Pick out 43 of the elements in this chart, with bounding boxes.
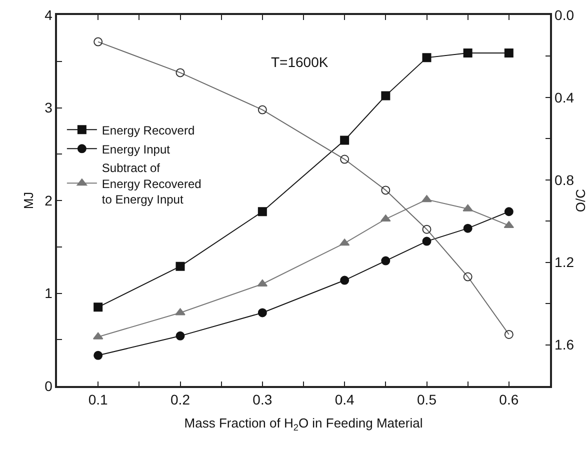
point <box>340 136 350 145</box>
point <box>258 207 267 216</box>
y-tick-label: 3 <box>44 100 53 116</box>
y2-tick-label: 1.2 <box>554 254 574 270</box>
point <box>94 350 103 360</box>
point <box>340 276 350 285</box>
point <box>381 91 390 100</box>
x-tick-label: 0.2 <box>170 392 190 408</box>
legend-label: Energy Input <box>102 142 171 156</box>
x-tick-label: 0.4 <box>334 392 355 408</box>
x-tick-label: 0.1 <box>88 392 108 408</box>
y-tick-label: 1 <box>44 285 53 302</box>
point <box>176 262 185 271</box>
point <box>422 195 432 202</box>
point <box>175 308 186 316</box>
point <box>463 48 472 58</box>
point <box>94 302 103 312</box>
y2-tick-label: 0.0 <box>554 6 574 23</box>
x-tick-label: 0.6 <box>499 392 519 408</box>
point <box>380 214 391 222</box>
point <box>504 207 514 216</box>
point <box>462 204 473 212</box>
y-axis-title: MJ <box>21 192 36 210</box>
point <box>463 224 472 233</box>
point <box>422 236 432 246</box>
point <box>176 331 185 340</box>
y2-tick-label: 0.8 <box>554 172 574 188</box>
point <box>258 308 267 318</box>
x-axis-title: Mass Fraction of H$_{2}$O in Feeding Material <box>184 416 423 432</box>
y2-tick-label: 1.6 <box>554 336 574 353</box>
x-tick-label: 0.3 <box>252 392 272 408</box>
y-tick-label: 2 <box>44 192 53 208</box>
point <box>422 53 432 62</box>
y-tick-label: 4 <box>44 6 53 23</box>
y-tick-label: 0 <box>44 378 53 394</box>
legend-label: Subtract of Energy Recovered to Energy Input <box>102 161 202 206</box>
annotation: T=1600K <box>271 54 329 70</box>
point <box>381 256 390 266</box>
point <box>504 48 514 58</box>
y2-tick-label: 0.4 <box>554 89 574 106</box>
legend-label: Energy Recoverd <box>102 123 195 138</box>
y2-axis-title: O/C <box>573 188 588 212</box>
x-tick-label: 0.5 <box>417 392 437 408</box>
